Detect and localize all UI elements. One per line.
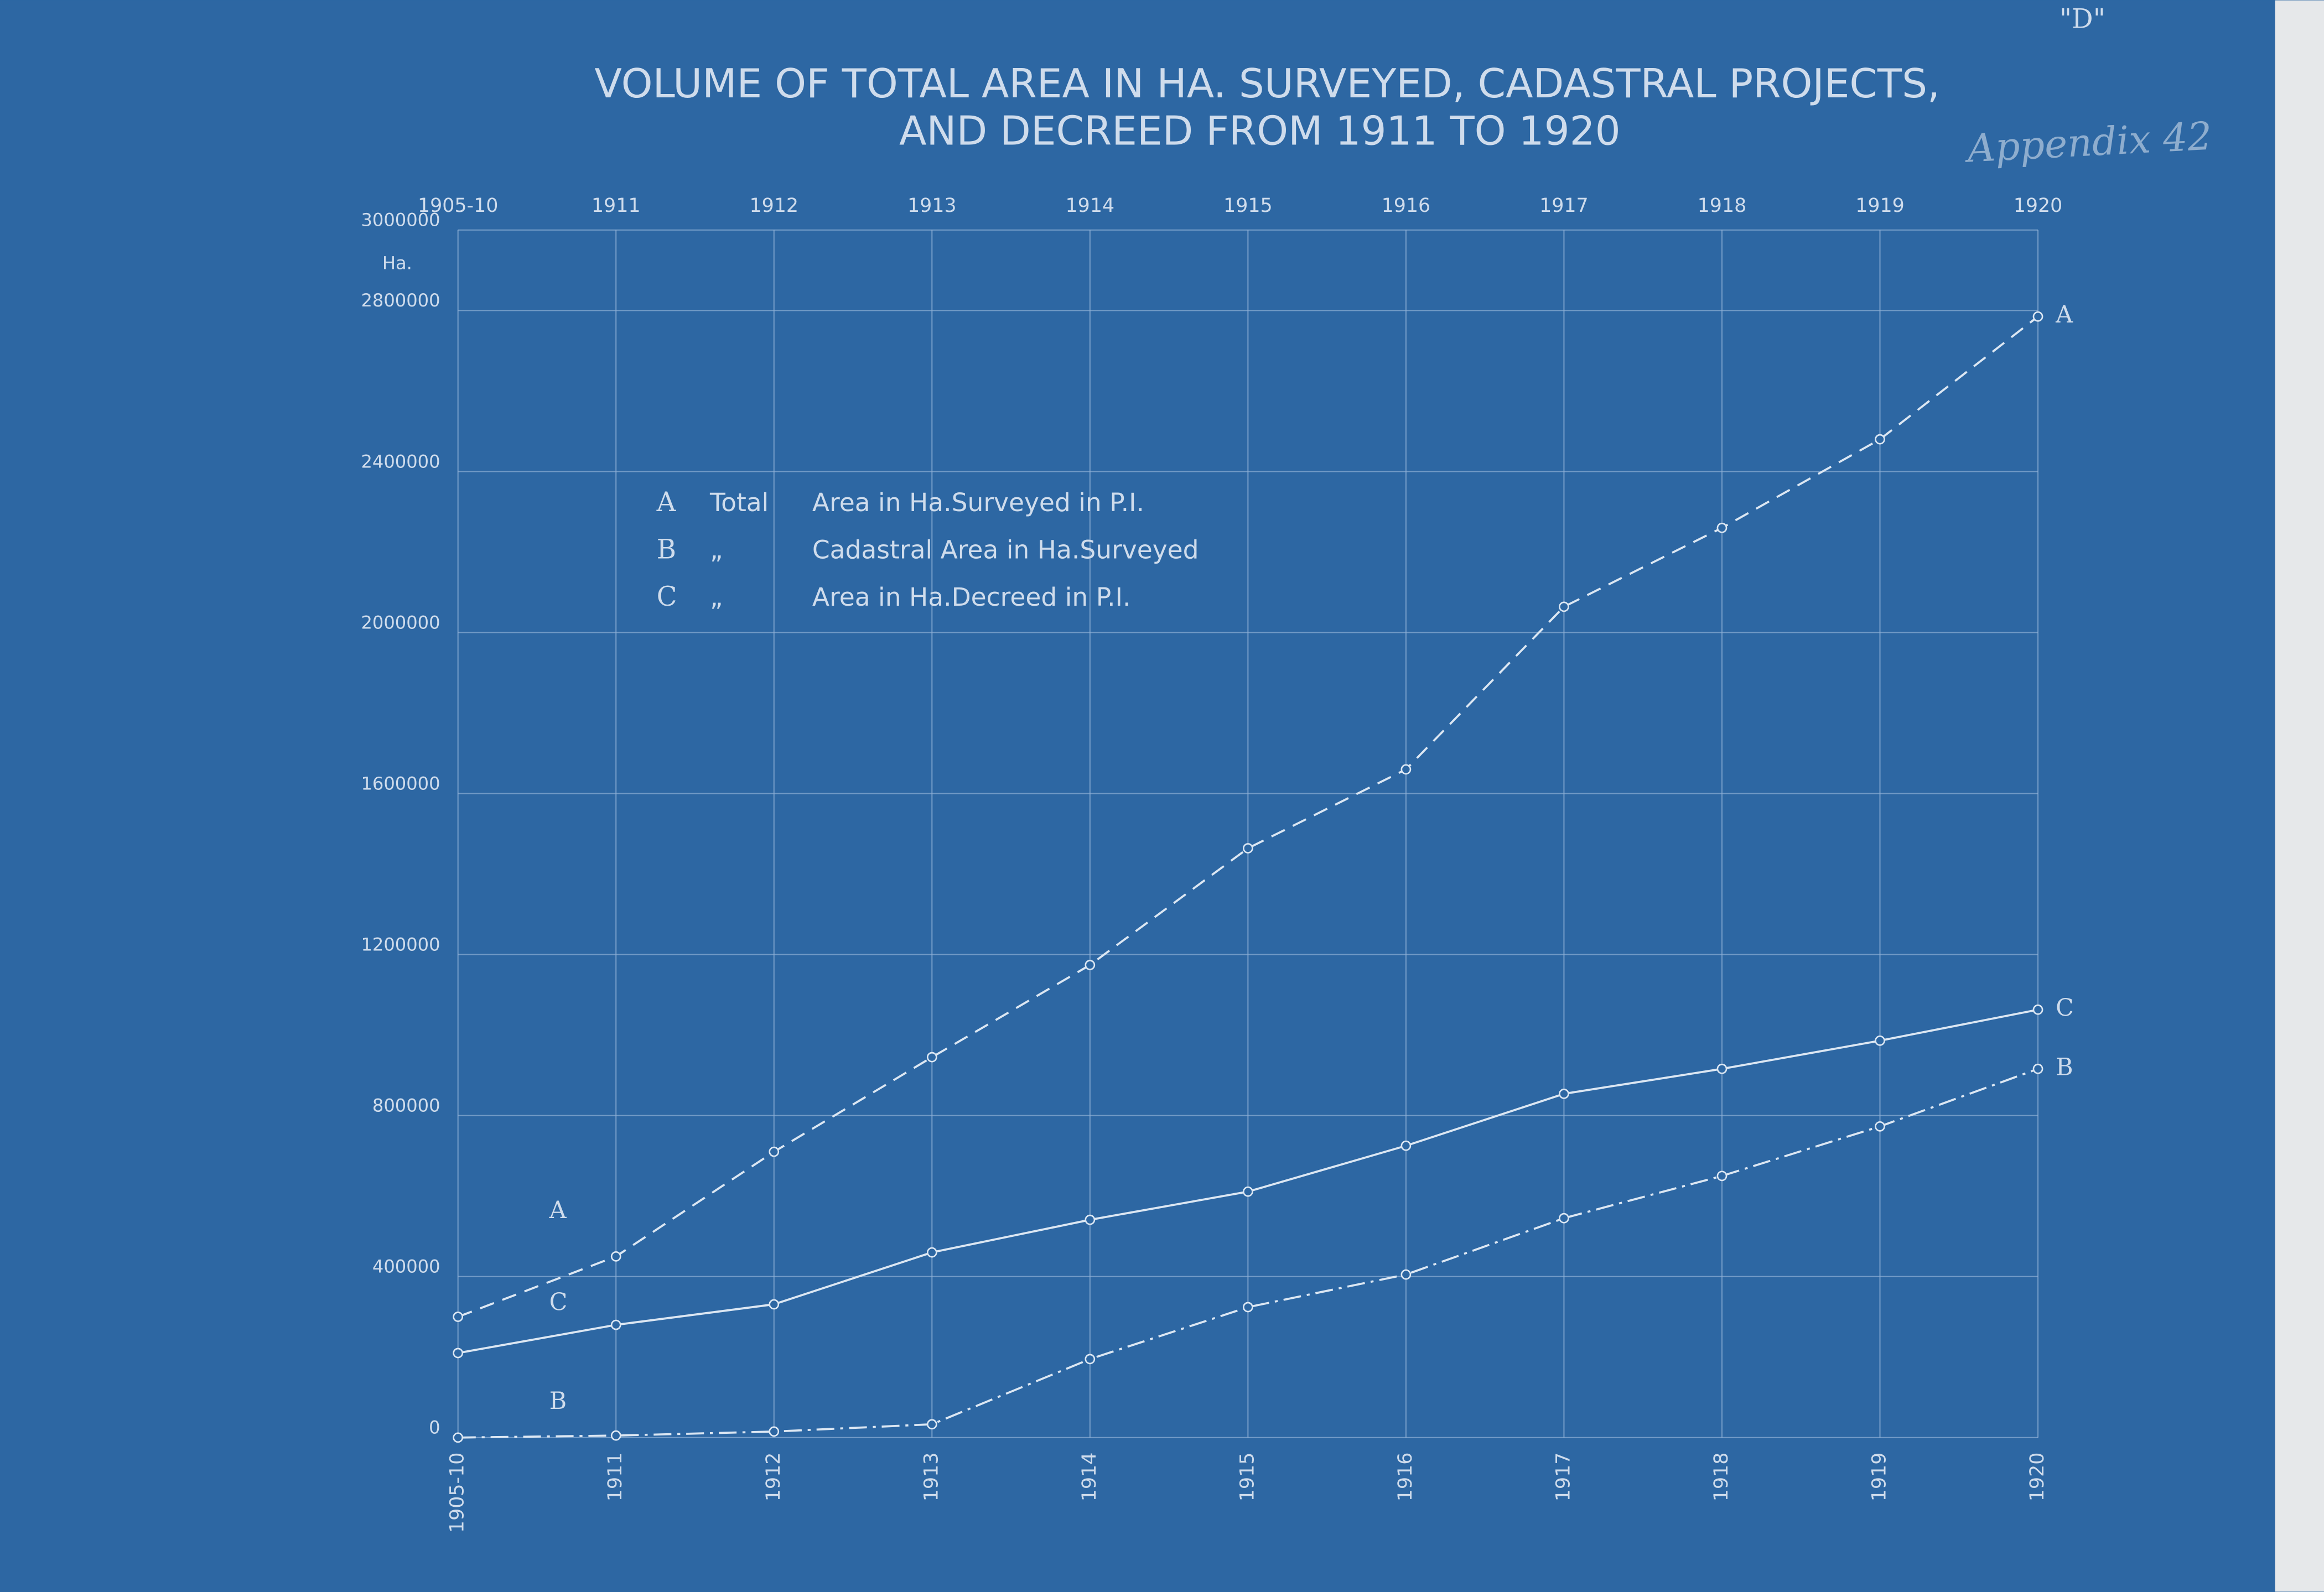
point bbox=[926, 1247, 937, 1258]
point bbox=[1716, 1063, 1728, 1074]
legend-ditto: „ bbox=[710, 535, 723, 565]
x-tick-label: 1915 bbox=[1236, 1453, 1258, 1502]
point bbox=[1242, 1186, 1253, 1197]
point bbox=[1085, 1214, 1096, 1225]
x-tick-label-top: 1912 bbox=[749, 195, 798, 217]
legend-label: Area in Ha.Decreed in P.I. bbox=[812, 582, 1131, 612]
point bbox=[1085, 960, 1096, 970]
chart-subtitle: AND DECREED FROM 1911 TO 1920 bbox=[899, 108, 1621, 155]
point bbox=[1716, 522, 1728, 533]
legend-ditto: „ bbox=[710, 582, 723, 612]
series-start-label: C bbox=[549, 1289, 568, 1317]
x-tick-label: 1916 bbox=[1394, 1453, 1417, 1502]
point bbox=[453, 1348, 464, 1359]
point bbox=[2032, 1004, 2043, 1015]
point bbox=[453, 1432, 464, 1443]
y-tick-label: 2800000 bbox=[361, 290, 440, 311]
y-unit: Ha. bbox=[382, 252, 412, 273]
y-tick-label: 0 bbox=[429, 1417, 440, 1438]
series-end-label: C bbox=[2056, 994, 2074, 1022]
x-tick-label: 1918 bbox=[1710, 1453, 1732, 1502]
y-tick-label: 2400000 bbox=[361, 451, 440, 472]
chart-title: VOLUME OF TOTAL AREA IN HA. SURVEYED, CA… bbox=[594, 61, 1940, 107]
paper-edge bbox=[2275, 0, 2324, 1592]
corner-mark: "D" bbox=[2060, 4, 2105, 35]
point bbox=[1400, 1140, 1412, 1151]
point bbox=[1875, 1121, 1885, 1132]
legend-key: B bbox=[657, 534, 676, 565]
legend-ditto: Total bbox=[709, 488, 769, 517]
x-tick-label: 1905-10 bbox=[447, 1453, 469, 1533]
x-tick-label: 1917 bbox=[1552, 1453, 1574, 1502]
point bbox=[1085, 1354, 1096, 1365]
x-tick-label-top: 1915 bbox=[1223, 195, 1273, 217]
series-end-label: A bbox=[2055, 301, 2073, 329]
x-tick-label-top: 1911 bbox=[592, 195, 641, 217]
x-tick-label: 1912 bbox=[762, 1453, 785, 1502]
point bbox=[1559, 1213, 1569, 1224]
x-tick-label: 1919 bbox=[1869, 1453, 1891, 1502]
y-tick-label: 800000 bbox=[372, 1095, 440, 1116]
series-end-label: B bbox=[2056, 1053, 2073, 1081]
legend-label: Area in Ha.Surveyed in P.I. bbox=[812, 488, 1144, 517]
point bbox=[926, 1419, 937, 1430]
series-line bbox=[458, 315, 2039, 1318]
y-tick-label: 2000000 bbox=[361, 612, 440, 633]
series-start-label: B bbox=[549, 1387, 567, 1415]
series-line bbox=[458, 1068, 2038, 1439]
point bbox=[610, 1251, 621, 1262]
x-tick-label: 1914 bbox=[1078, 1453, 1101, 1502]
y-tick-label: 400000 bbox=[372, 1256, 440, 1277]
point bbox=[610, 1319, 621, 1330]
point bbox=[926, 1052, 937, 1063]
x-tick-label-top: 1919 bbox=[1855, 195, 1905, 217]
point bbox=[1242, 1302, 1253, 1313]
legend-key: C bbox=[657, 581, 677, 612]
legend-label: Cadastral Area in Ha.Surveyed bbox=[812, 535, 1199, 565]
point bbox=[1716, 1170, 1728, 1182]
x-tick-label-top: 1913 bbox=[907, 195, 957, 217]
y-tick-label: 1600000 bbox=[361, 773, 440, 794]
point bbox=[2032, 311, 2043, 322]
y-tick-label: 3000000 bbox=[361, 210, 440, 231]
point bbox=[769, 1426, 780, 1437]
x-tick-label: 1920 bbox=[2026, 1453, 2048, 1502]
point bbox=[1242, 843, 1253, 854]
point bbox=[1875, 434, 1885, 445]
point bbox=[1559, 601, 1569, 612]
point bbox=[769, 1299, 780, 1310]
point bbox=[1400, 1269, 1412, 1280]
point bbox=[610, 1430, 621, 1441]
x-tick-label: 1913 bbox=[920, 1453, 942, 1502]
x-tick-label-top: 1916 bbox=[1382, 195, 1431, 217]
point bbox=[2032, 1063, 2043, 1074]
point bbox=[453, 1312, 464, 1322]
point bbox=[1875, 1035, 1885, 1046]
point bbox=[769, 1146, 780, 1157]
x-tick-label-top: 1905-10 bbox=[418, 195, 498, 217]
x-tick-label-top: 1917 bbox=[1539, 195, 1589, 217]
series-start-label: A bbox=[549, 1196, 567, 1224]
x-tick-label: 1911 bbox=[604, 1453, 626, 1502]
point bbox=[1559, 1089, 1569, 1099]
y-tick-label: 1200000 bbox=[361, 934, 440, 955]
x-tick-label-top: 1918 bbox=[1698, 195, 1747, 217]
legend-key: A bbox=[656, 487, 677, 518]
x-tick-label-top: 1920 bbox=[2014, 195, 2063, 217]
point bbox=[1400, 764, 1412, 775]
x-tick-label-top: 1914 bbox=[1066, 195, 1115, 217]
